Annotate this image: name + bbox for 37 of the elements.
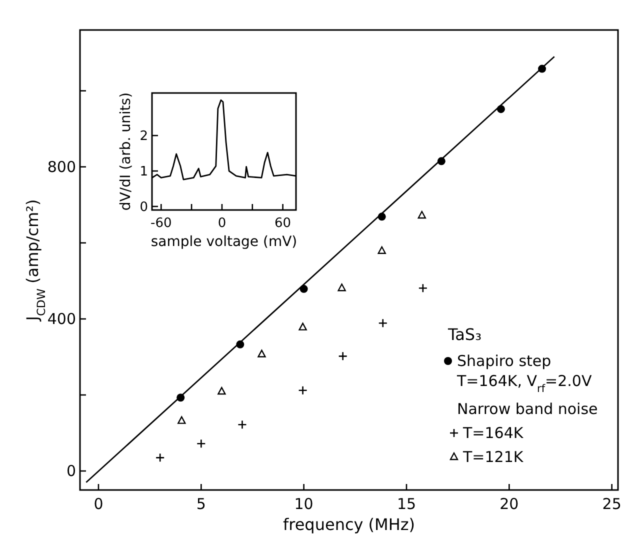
x-tick-label: 25 (602, 495, 622, 513)
x-axis-title: sample voltage (mV) (150, 234, 298, 250)
legend-title: TaS₃ (447, 325, 482, 344)
x-tick-label: 60 (274, 216, 292, 231)
x-tick-label: 20 (500, 495, 519, 513)
point (338, 352, 348, 361)
point (298, 322, 307, 330)
legend-label: T=164K (462, 424, 524, 442)
point (178, 416, 186, 424)
x-tick-label: -60 (150, 216, 172, 231)
x-axis-title: frequency (MHz) (282, 515, 416, 534)
y-tick-label: 0 (66, 462, 76, 480)
x-tick-label: 0 (218, 216, 226, 231)
y-tick-label: 2 (140, 129, 148, 144)
x-tick-label: 5 (196, 495, 206, 513)
legend-label: T=121K (462, 448, 524, 466)
point (258, 350, 266, 358)
legend-label: Shapiro step T=164K, V$_{rf}$=2.0V (456, 352, 592, 395)
point (196, 438, 206, 448)
x-tick-label: 0 (94, 495, 104, 513)
point (378, 246, 386, 254)
point (218, 386, 226, 395)
point (338, 284, 346, 292)
y-tick-label: 1 (140, 164, 148, 180)
point (238, 420, 247, 430)
annotation: Narrow band noise (457, 400, 598, 418)
y-tick-label: 400 (47, 310, 76, 328)
y-tick-label: 0 (140, 200, 148, 216)
x-tick-label: 15 (396, 495, 416, 513)
point (155, 453, 165, 462)
point (378, 318, 388, 328)
y-axis-title: dV/dI (arb. units) (118, 92, 134, 211)
x-tick-label: 10 (294, 495, 314, 513)
point (418, 283, 428, 293)
y-tick-label: 800 (47, 158, 76, 176)
point (298, 386, 308, 396)
point (418, 210, 426, 219)
